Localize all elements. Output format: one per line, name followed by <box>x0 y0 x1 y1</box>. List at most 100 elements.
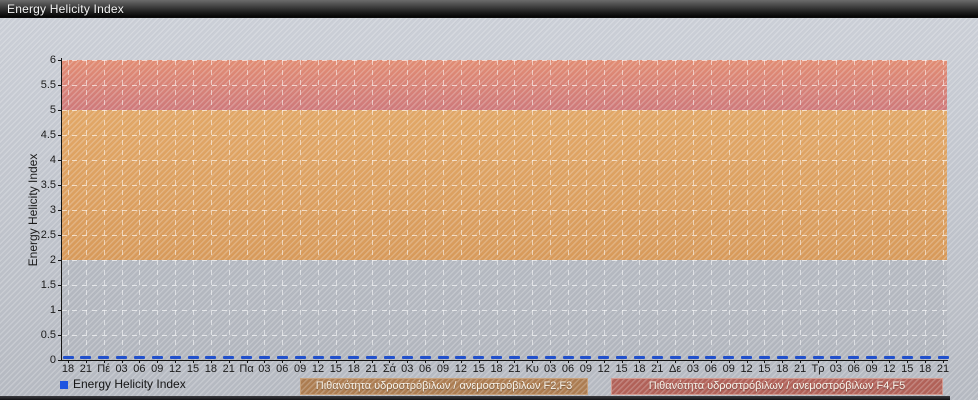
data-point <box>651 356 663 359</box>
y-tick-label: 2 <box>49 254 56 266</box>
y-tick-label: 2.5 <box>40 229 56 241</box>
x-tick-label: 09 <box>722 363 735 375</box>
data-point <box>758 356 770 359</box>
data-point <box>883 356 895 359</box>
gridline-v <box>425 60 427 360</box>
gridline-v <box>853 60 855 360</box>
threshold-legend-f2f3: Πιθανότητα υδροστρόβιλων / ανεμοστρόβιλω… <box>300 378 588 395</box>
threshold-legend-f4f5: Πιθανότητα υδροστρόβιλων / ανεμοστρόβιλω… <box>611 378 943 395</box>
x-tick <box>925 360 927 363</box>
gridline-v <box>68 60 69 360</box>
data-point <box>687 356 699 359</box>
gridline-v <box>532 60 534 360</box>
x-tick-label: 15 <box>329 363 342 375</box>
x-tick-label: 03 <box>258 363 271 375</box>
x-tick <box>478 360 480 363</box>
gridline-v <box>585 60 587 360</box>
x-tick <box>871 360 873 363</box>
x-tick-label: Πα <box>239 363 254 375</box>
x-tick <box>943 360 944 363</box>
y-tick-label: 1.5 <box>40 279 56 291</box>
x-tick-label: 06 <box>561 363 575 375</box>
data-point <box>258 356 270 359</box>
y-tick <box>58 335 62 336</box>
data-point <box>723 356 735 359</box>
window-titlebar[interactable]: Energy Helicity Index <box>0 0 978 18</box>
gridline-v <box>246 60 248 360</box>
x-tick <box>550 360 552 363</box>
gridline-v <box>210 60 212 360</box>
x-tick <box>443 360 444 363</box>
data-point <box>169 356 181 359</box>
data-point <box>455 356 467 359</box>
data-point <box>294 356 306 359</box>
data-point <box>205 356 217 359</box>
x-tick <box>371 360 373 363</box>
y-tick <box>58 135 62 136</box>
x-tick <box>585 360 587 363</box>
x-tick-label: Τρ <box>811 363 825 375</box>
data-point <box>330 356 342 359</box>
x-tick-label: 06 <box>133 363 146 375</box>
gridline-v <box>157 60 159 360</box>
gridline-v <box>907 60 909 360</box>
x-tick-label: Κυ <box>525 363 539 375</box>
x-tick-label: 15 <box>901 363 914 375</box>
y-tick <box>58 85 62 86</box>
y-tick-label: 0.5 <box>40 329 56 341</box>
x-tick-label: 21 <box>794 363 807 375</box>
gridline-v <box>818 60 819 360</box>
data-point <box>419 356 431 359</box>
x-tick-label: 21 <box>365 363 378 375</box>
x-tick-label: 21 <box>936 363 950 375</box>
y-tick <box>58 185 62 186</box>
data-point <box>937 356 949 359</box>
x-tick <box>800 360 802 363</box>
data-point <box>491 356 503 359</box>
gridline-h <box>62 59 947 61</box>
x-tick-label: 18 <box>61 363 75 375</box>
x-tick <box>496 360 498 363</box>
x-axis-line <box>61 360 948 361</box>
x-tick-label: Σά <box>382 363 396 375</box>
gridline-v <box>85 60 87 360</box>
x-tick <box>657 360 659 363</box>
x-tick-label: 21 <box>651 363 664 375</box>
gridline-v <box>139 60 141 360</box>
x-tick-label: Δε <box>669 363 682 375</box>
y-tick-label: 6 <box>49 54 56 66</box>
gridline-v <box>835 60 837 360</box>
gridline-v <box>407 60 409 360</box>
x-tick-label: 09 <box>294 363 307 375</box>
x-tick <box>728 360 730 363</box>
gridline-v <box>657 60 659 360</box>
x-tick <box>193 360 194 363</box>
x-tick-label: 12 <box>740 363 753 375</box>
y-tick <box>58 60 62 61</box>
x-tick-label: 18 <box>633 363 646 375</box>
x-tick <box>621 360 623 363</box>
gridline-h <box>62 209 947 211</box>
data-point <box>794 356 806 359</box>
gridline-v <box>121 60 123 360</box>
gridline-v <box>228 60 230 360</box>
data-point <box>812 356 824 359</box>
x-tick-label: 12 <box>883 363 896 375</box>
gridline-h <box>62 134 947 136</box>
data-point <box>669 356 681 359</box>
data-point <box>366 356 378 359</box>
gridline-v <box>478 60 480 360</box>
y-tick-label: 4 <box>49 154 56 166</box>
x-tick <box>818 360 819 363</box>
legend-label: Energy Helicity Index <box>73 377 186 391</box>
x-tick-label: 15 <box>615 363 628 375</box>
data-point <box>848 356 860 359</box>
x-tick <box>246 360 248 363</box>
data-point <box>919 356 931 359</box>
data-point <box>151 356 163 359</box>
legend-marker-icon <box>60 381 68 389</box>
x-tick <box>693 360 694 363</box>
gridline-v <box>300 60 302 360</box>
gridline-h <box>62 234 947 236</box>
gridline-h <box>62 259 947 261</box>
